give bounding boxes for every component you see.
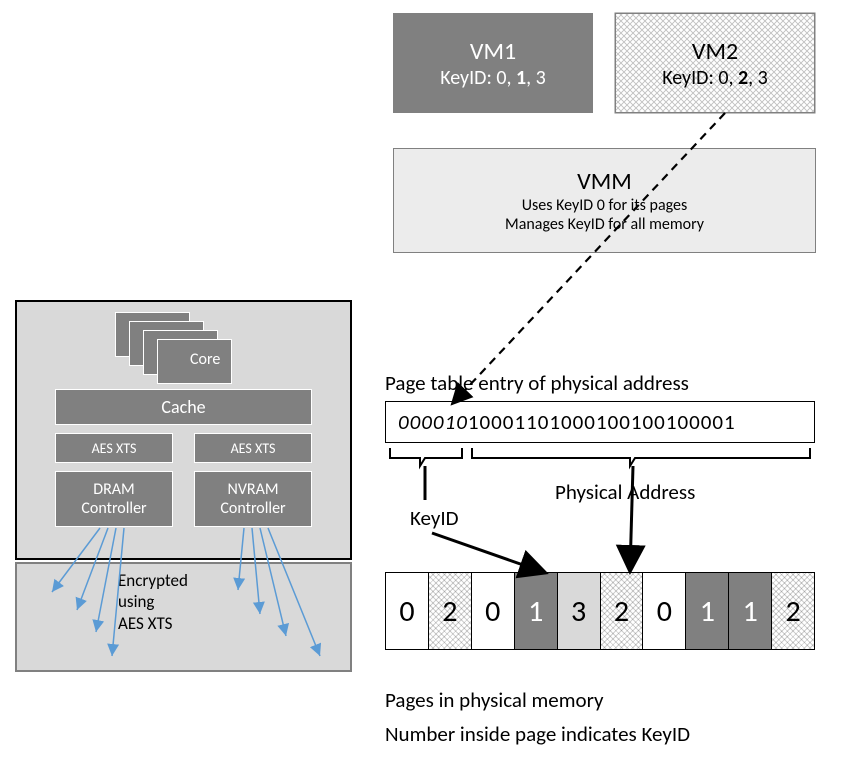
- enc-line3: AES XTS: [118, 613, 172, 634]
- memory-row: 0201320112: [385, 572, 815, 650]
- aes-xts-left: AES XTS: [55, 433, 173, 463]
- enc-line1: Encrypted: [118, 570, 188, 591]
- memory-cell: 2: [771, 573, 814, 649]
- memory-caption2: Number inside page indicates KeyID: [385, 721, 690, 747]
- vmm-line2: Uses KeyID 0 for its pages: [522, 196, 687, 215]
- memory-cell: 0: [642, 573, 685, 649]
- vm2-box: VM2 KeyID: 0, 2, 3: [615, 13, 815, 113]
- memory-cell: 2: [600, 573, 643, 649]
- memory-cell: 3: [557, 573, 600, 649]
- memory-cell: 0: [471, 573, 514, 649]
- pte-label: Page table entry of physical address: [385, 370, 689, 396]
- vm1-subtitle: KeyID: 0, 1, 3: [440, 66, 546, 90]
- vm2-title: VM2: [692, 37, 738, 66]
- dram-controller: DRAM Controller: [55, 471, 173, 527]
- encrypted-label: Encrypted using AES XTS: [118, 570, 188, 634]
- vm1-title: VM1: [470, 37, 516, 66]
- keyid-label: KeyID: [410, 505, 459, 531]
- aes-xts-right: AES XTS: [194, 433, 312, 463]
- aes-xts-right-label: AES XTS: [231, 440, 276, 457]
- vmm-line3: Manages KeyID for all memory: [505, 215, 704, 234]
- dram-line1: DRAM: [93, 480, 134, 499]
- pte-box: 00001010001101000100100100001: [385, 401, 815, 443]
- nvram-line1: NVRAM: [227, 480, 278, 499]
- core-label: Core: [190, 350, 220, 369]
- nvram-line2: Controller: [220, 499, 285, 518]
- memory-cell: 2: [428, 573, 471, 649]
- memory-caption1: Pages in physical memory: [385, 687, 604, 713]
- memory-cell: 0: [386, 573, 428, 649]
- phys-addr-label: Physical Address: [555, 479, 695, 505]
- cache-label: Cache: [161, 396, 205, 418]
- vm1-box: VM1 KeyID: 0, 1, 3: [393, 13, 593, 113]
- nvram-controller: NVRAM Controller: [194, 471, 312, 527]
- cache-box: Cache: [55, 389, 312, 425]
- vm2-subtitle: KeyID: 0, 2, 3: [662, 66, 768, 90]
- enc-line2: using: [118, 591, 154, 612]
- pte-bits-keyid: 000010: [398, 409, 468, 435]
- aes-xts-left-label: AES XTS: [92, 440, 137, 457]
- dram-line2: Controller: [81, 499, 146, 518]
- memory-cell: 1: [514, 573, 557, 649]
- memory-cell: 1: [685, 573, 728, 649]
- vmm-title: VMM: [577, 167, 632, 196]
- vmm-box: VMM Uses KeyID 0 for its pages Manages K…: [393, 148, 816, 253]
- pte-bits-phys: 10001101000100100100001: [468, 409, 736, 435]
- memory-cell: 1: [728, 573, 771, 649]
